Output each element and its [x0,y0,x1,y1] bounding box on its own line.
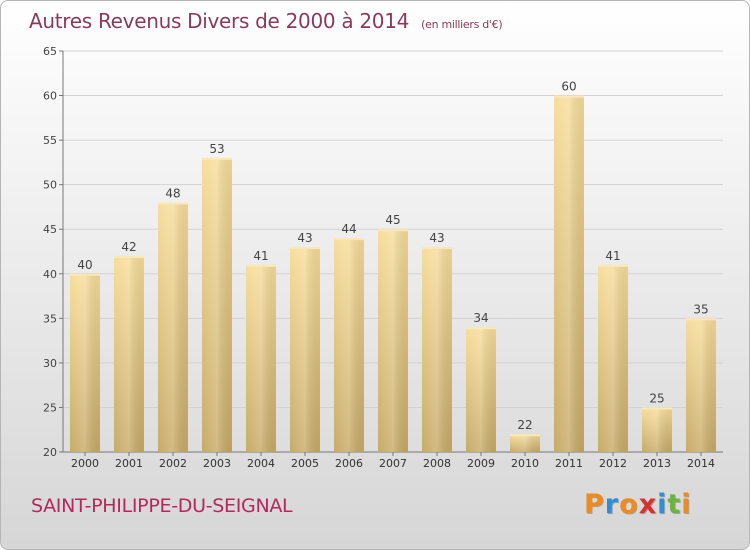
chart-unit: (en milliers d'€) [421,18,503,31]
x-tick-label: 2005 [291,457,319,470]
logo-letter: t [667,489,682,520]
bar-top-edge [70,273,100,276]
x-tick-label: 2010 [511,457,539,470]
x-tick-label: 2014 [687,457,715,470]
y-tick-label: 35 [43,312,57,325]
bar-value-label: 43 [429,231,444,245]
bar-value-label: 25 [649,391,664,405]
bar-value-label: 53 [209,142,224,156]
x-tick-label: 2013 [643,457,671,470]
chart-title: Autres Revenus Divers de 2000 à 2014 (en… [29,9,503,33]
bar-top-edge [114,255,144,258]
y-tick-label: 40 [43,268,57,281]
bar-value-label: 41 [253,249,268,263]
bars [70,95,716,453]
x-tick-label: 2003 [203,457,231,470]
bar-shading [290,247,320,452]
x-tick-label: 2001 [115,457,143,470]
proxiti-logo[interactable]: Proxiti [584,489,692,520]
logo-letter: r [604,489,620,520]
logo-letter: P [584,489,605,520]
bar-shading [686,318,716,452]
x-tick-label: 2002 [159,457,187,470]
bar-top-edge [466,327,496,330]
bar-shading [246,264,276,452]
bar-shading [642,407,672,452]
bar-top-edge [378,229,408,232]
bar-top-edge [246,264,276,267]
bar-shading [158,202,188,452]
y-tick-label: 50 [43,179,57,192]
y-tick-label: 45 [43,223,57,236]
logo-letter: i [657,489,668,520]
bar-shading [510,434,540,452]
bar-shading [114,255,144,452]
y-tick-label: 60 [43,90,57,103]
x-tick-label: 2012 [599,457,627,470]
bar-value-label: 60 [561,80,576,94]
bar-top-edge [554,95,584,98]
x-tick-label: 2000 [71,457,99,470]
y-tick-label: 20 [43,446,57,459]
bar-top-edge [202,157,232,160]
chart-title-text: Autres Revenus Divers de 2000 à 2014 [29,9,410,33]
bar-shading [70,273,100,452]
location-name: SAINT-PHILIPPE-DU-SEIGNAL [31,495,293,517]
bar-value-label: 44 [341,222,356,236]
x-tick-label: 2006 [335,457,363,470]
bar-top-edge [422,247,452,250]
bar-shading [554,95,584,453]
bar-value-label: 42 [121,240,136,254]
bar-value-label: 22 [517,418,532,432]
x-tick-label: 2011 [555,457,583,470]
x-tick-label: 2007 [379,457,407,470]
bar-shading [378,229,408,452]
bar-shading [334,238,364,452]
x-tick-labels: 2000 2001 2002 2003 2004 2005 2006 2007 2008 2009… [71,457,715,470]
x-tick-label: 2009 [467,457,495,470]
y-tick-label: 55 [43,134,57,147]
logo-letter: i [681,489,692,520]
bar-shading [598,264,628,452]
bar-shading [202,157,232,452]
bar-top-edge [642,407,672,410]
logo-letter: o [619,489,639,520]
logo-letter: x [638,489,658,520]
x-tick-label: 2004 [247,457,275,470]
y-tick-labels: 20 25 30 35 40 45 50 55 60 65 [43,45,57,459]
bar-value-label: 45 [385,213,400,227]
bar-top-edge [158,202,188,205]
bar-value-label: 48 [165,186,180,200]
bar-value-label: 35 [693,302,708,316]
bar-value-label: 43 [297,231,312,245]
y-tick-label: 30 [43,357,57,370]
bar-value-label: 40 [77,258,92,272]
bar-top-edge [598,264,628,267]
bar-shading [422,247,452,452]
bar-shading [466,327,496,452]
bar-top-edge [334,238,364,241]
bar-top-edge [510,434,540,437]
x-tick-label: 2008 [423,457,451,470]
bar-top-edge [686,318,716,321]
value-labels: 40 42 48 53 41 43 44 45 43 34 22 60 41 25 35 [77,80,708,433]
bar-top-edge [290,247,320,250]
bar-value-label: 34 [473,311,488,325]
y-tick-label: 25 [43,401,57,414]
bar-value-label: 41 [605,249,620,263]
y-tick-label: 65 [43,45,57,58]
